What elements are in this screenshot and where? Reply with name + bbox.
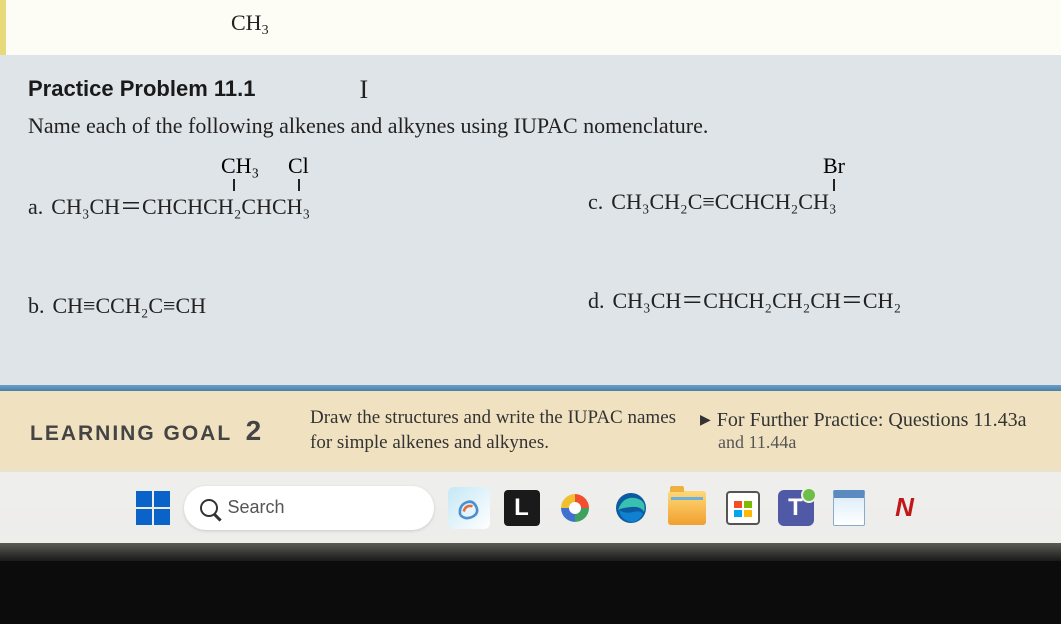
learning-goal-label: LEARNING GOAL 2 bbox=[0, 415, 310, 447]
problem-d-formula: CH₃CH＝CHCH₂CH₂CH＝CH₂ bbox=[613, 288, 902, 313]
problem-c-letter: c. bbox=[588, 189, 603, 214]
problem-b-letter: b. bbox=[28, 293, 45, 318]
search-placeholder: Search bbox=[228, 497, 285, 518]
triangle-icon: ▶ bbox=[700, 413, 711, 428]
problem-a: a. CH₃CH＝CHCHCH₂CHCH₃ bbox=[28, 189, 310, 221]
problem-b-formula: CH≡CCH₂C≡CH bbox=[53, 293, 207, 318]
problem-a-formula: CH₃CH＝CHCHCH₂CHCH₃ bbox=[51, 194, 310, 219]
browser-whirl-icon[interactable] bbox=[554, 487, 596, 529]
learning-goal-number: 2 bbox=[246, 415, 264, 446]
taskbar-search[interactable]: Search bbox=[184, 486, 434, 530]
app-l-label: L bbox=[514, 494, 529, 522]
top-fragment: CH3 bbox=[0, 0, 1061, 55]
ch3-sub: 3 bbox=[262, 23, 269, 38]
n-label: N bbox=[895, 492, 914, 523]
formula-ch3-top: CH3 bbox=[231, 10, 269, 36]
file-explorer-icon[interactable] bbox=[666, 487, 708, 529]
problems-grid: CH₃ Cl a. CH₃CH＝CHCHCH₂CHCH₃ b. CH≡CCH₂C≡C… bbox=[28, 153, 1033, 373]
further-practice: ▶For Further Practice: Questions 11.43a … bbox=[680, 408, 1061, 454]
windows-taskbar[interactable]: Search L T N bbox=[0, 471, 1061, 543]
label-a-ch3: CH₃ bbox=[221, 153, 259, 179]
problem-a-letter: a. bbox=[28, 194, 43, 219]
app-l-icon[interactable]: L bbox=[504, 490, 540, 526]
learning-goal-label-text: LEARNING GOAL bbox=[30, 422, 232, 445]
problem-b: b. CH≡CCH₂C≡CH bbox=[28, 293, 206, 319]
edge-icon[interactable] bbox=[610, 487, 652, 529]
practice-title-row: Practice Problem 11.1 I bbox=[28, 73, 1033, 103]
copilot-icon[interactable] bbox=[448, 487, 490, 529]
monitor-bezel bbox=[0, 543, 1061, 624]
further-line2: and 11.44a bbox=[718, 432, 1061, 454]
practice-description: Name each of the following alkenes and a… bbox=[28, 113, 1033, 139]
problem-d: d. CH₃CH＝CHCH₂CH₂CH＝CH₂ bbox=[588, 283, 901, 315]
problem-c-formula: CH₃CH₂C≡CCHCH₂CH₃ bbox=[611, 189, 836, 214]
text-cursor: I bbox=[359, 75, 368, 104]
learning-goal-text: Draw the structures and write the IUPAC … bbox=[310, 406, 680, 455]
label-c-br: Br bbox=[823, 153, 845, 179]
problem-d-letter: d. bbox=[588, 288, 605, 313]
teams-icon[interactable]: T bbox=[778, 490, 814, 526]
ms-store-icon[interactable] bbox=[722, 487, 764, 529]
notepad-icon[interactable] bbox=[828, 487, 870, 529]
problem-c: c. CH₃CH₂C≡CCHCH₂CH₃ bbox=[588, 189, 837, 215]
further-line1: For Further Practice: Questions 11.43a bbox=[717, 409, 1027, 431]
start-button[interactable] bbox=[136, 491, 170, 525]
search-icon bbox=[200, 499, 218, 517]
n-app-icon[interactable]: N bbox=[884, 487, 926, 529]
document-viewport: CH3 Practice Problem 11.1 I Name each of… bbox=[0, 0, 1061, 560]
practice-problem-box: Practice Problem 11.1 I Name each of the… bbox=[0, 55, 1061, 385]
learning-goal-row: LEARNING GOAL 2 Draw the structures and … bbox=[0, 391, 1061, 471]
teams-label: T bbox=[788, 494, 803, 522]
practice-title: Practice Problem 11.1 bbox=[28, 76, 255, 102]
ch: CH bbox=[231, 10, 262, 35]
label-a-cl: Cl bbox=[288, 153, 309, 179]
